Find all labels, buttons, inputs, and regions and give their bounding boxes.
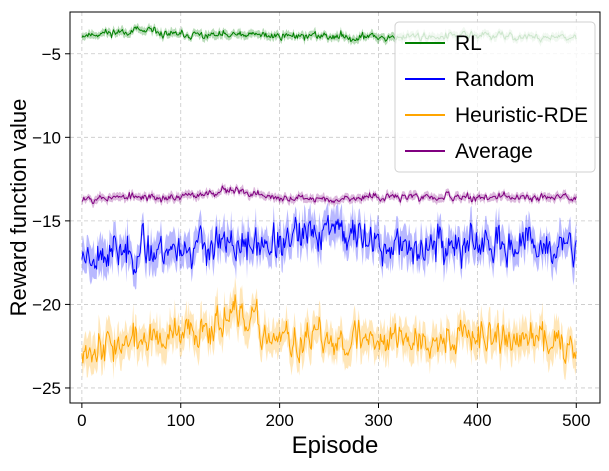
series-line: [81, 294, 577, 364]
y-tick-label: −20: [32, 295, 61, 314]
y-tick-label: −15: [32, 212, 61, 231]
x-tick-label: 300: [364, 411, 392, 430]
legend-label: RL: [455, 32, 482, 55]
x-tick-label: 0: [77, 411, 86, 430]
legend-label: Average: [455, 140, 533, 163]
legend-box: [394, 21, 596, 173]
y-tick-label: −5: [42, 45, 61, 64]
x-tick-label: 100: [167, 411, 195, 430]
x-tick-label: 200: [265, 411, 293, 430]
series-band: [81, 276, 577, 381]
plot-frame: [69, 11, 601, 404]
x-tick-label: 500: [562, 411, 590, 430]
x-tick-label: 400: [463, 411, 491, 430]
legend-label: Random: [455, 68, 534, 91]
y-tick-label: −25: [32, 379, 61, 398]
legend: RL Random Heuristic-RDE Average: [394, 21, 596, 173]
y-axis-label: Reward function value: [6, 99, 31, 317]
series-band: [81, 201, 577, 290]
ticks: 0 100 200 300 400 500 −5 −10 −15 −20 −25: [32, 45, 590, 430]
series-band: [81, 182, 577, 208]
x-axis-label: Episode: [292, 432, 379, 459]
series-line: [81, 214, 577, 275]
series-line: [81, 185, 577, 205]
y-tick-label: −10: [32, 128, 61, 147]
series-lines: [81, 26, 577, 364]
legend-label: Heuristic-RDE: [455, 104, 588, 127]
